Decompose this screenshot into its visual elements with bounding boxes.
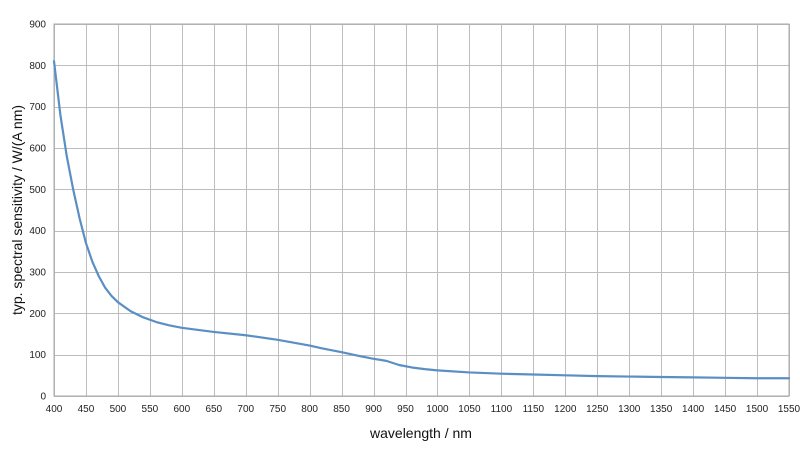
sensitivity-curve [52, 60, 791, 380]
x-tick-label: 800 [301, 404, 318, 415]
x-tick-label: 1100 [491, 404, 513, 415]
x-tick-label: 700 [237, 404, 254, 415]
x-tick-label: 400 [46, 404, 63, 415]
x-tick-label: 1050 [458, 404, 481, 415]
x-tick-label: 1550 [778, 404, 800, 415]
plot-area [53, 23, 790, 397]
y-tick-label: 400 [29, 226, 46, 237]
y-tick-label: 200 [29, 309, 46, 320]
x-tick-label: 950 [397, 404, 414, 415]
series-group [52, 60, 791, 380]
x-axis-tick-labels: 400 450 500 550 600 650 700 750 800 850 900 950 1000… [46, 404, 800, 415]
x-tick-label: 750 [269, 404, 286, 415]
x-axis-title: wavelength / nm [369, 425, 472, 441]
x-tick-label: 900 [365, 404, 382, 415]
y-tick-label: 900 [29, 20, 46, 31]
x-tick-label: 1350 [650, 404, 673, 415]
x-tick-label: 1400 [682, 404, 705, 415]
x-tick-label: 1500 [746, 404, 769, 415]
x-tick-label: 1150 [523, 404, 545, 415]
x-tick-label: 600 [173, 404, 190, 415]
x-tick-label: 550 [142, 404, 159, 415]
x-tick-label: 1450 [714, 404, 737, 415]
y-tick-label: 500 [29, 185, 46, 196]
y-tick-label: 800 [29, 61, 46, 72]
x-tick-label: 1300 [618, 404, 641, 415]
y-axis-tick-labels: 0 100 200 300 400 500 600 700 800 900 [29, 20, 46, 403]
y-axis-title: typ. spectral sensitivity / W/(A nm) [9, 105, 25, 315]
y-tick-label: 700 [29, 102, 46, 113]
x-tick-label: 450 [78, 404, 95, 415]
y-tick-label: 0 [40, 392, 46, 403]
y-tick-label: 600 [29, 144, 46, 155]
x-tick-label: 650 [205, 404, 222, 415]
x-tick-label: 1000 [426, 404, 449, 415]
grid-lines [54, 24, 790, 397]
x-tick-label: 500 [110, 404, 127, 415]
x-tick-label: 1200 [554, 404, 577, 415]
y-tick-label: 300 [29, 268, 46, 279]
x-tick-label: 850 [333, 404, 350, 415]
y-tick-label: 100 [29, 350, 46, 361]
x-tick-label: 1250 [586, 404, 609, 415]
